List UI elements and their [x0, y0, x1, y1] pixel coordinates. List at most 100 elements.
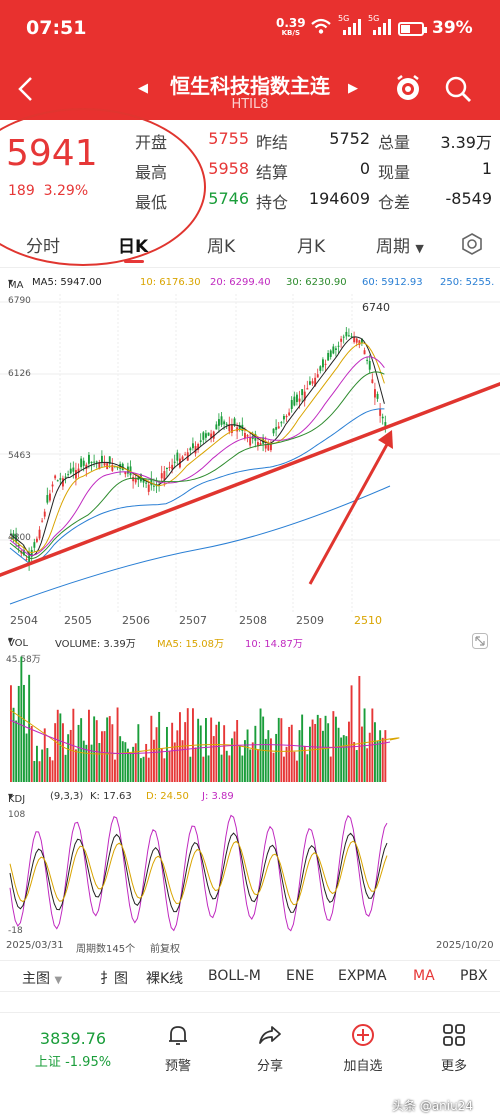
candle [376, 391, 379, 402]
volume-bar [340, 737, 343, 782]
prev-settle-value: 5752 [329, 129, 370, 148]
volume-bar [108, 716, 111, 782]
indicator-tab[interactable]: ENE [286, 968, 315, 984]
battery-icon [398, 22, 427, 36]
kdj-d-line [9, 840, 388, 906]
expand-icon[interactable] [472, 633, 488, 649]
candle [51, 481, 54, 493]
candle [210, 429, 213, 443]
candle [95, 460, 98, 469]
candle [220, 412, 223, 428]
ma60-value: 60: 5912.93 [362, 277, 423, 288]
indicator-tab[interactable]: EXPMA [338, 968, 387, 984]
volume-bar [88, 709, 90, 782]
status-time: 07:51 [26, 17, 87, 39]
volume-bar [322, 730, 324, 782]
volume-bar [82, 740, 85, 782]
candle [199, 433, 202, 447]
candle [194, 441, 197, 457]
month-label: 2506 [122, 614, 150, 627]
volume-bar [257, 750, 259, 782]
candle [88, 451, 90, 469]
net-speed: 0.39 KB/S [276, 16, 306, 37]
prev-symbol-icon[interactable]: ◀ [138, 81, 148, 96]
alert-button[interactable]: 预警 [138, 1023, 218, 1074]
volume-bar [93, 716, 96, 782]
volume-bar [345, 736, 348, 782]
indicator-tab[interactable]: 扌图 [100, 971, 128, 987]
volume-bar [238, 745, 241, 782]
volume-bar [124, 742, 127, 782]
share-button[interactable]: 分享 [230, 1023, 310, 1074]
month-label: 2505 [64, 614, 92, 627]
index-ticker[interactable]: 3839.76 上证 -1.95% [28, 1029, 118, 1070]
tab-monthly-k[interactable]: 月K [297, 237, 326, 257]
volume-bar [353, 742, 356, 782]
candle [98, 459, 101, 470]
volume-bar [142, 756, 145, 782]
candle [366, 356, 369, 365]
indicator-tab[interactable]: PBX [460, 968, 488, 984]
vol-ma5-value: MA5: 15.08万 [157, 639, 225, 650]
next-symbol-icon[interactable]: ▶ [348, 81, 358, 96]
indicator-tab[interactable]: BOLL-M [208, 968, 261, 984]
more-button[interactable]: 更多 [414, 1023, 494, 1074]
settings-icon[interactable] [460, 232, 484, 256]
indicator-tab[interactable]: 裸K线 [146, 971, 184, 987]
candle [168, 461, 171, 472]
candle [62, 475, 64, 490]
add-watchlist-button[interactable]: 加自选 [323, 1023, 403, 1074]
candle [381, 413, 384, 425]
tab-period-dropdown[interactable]: 周期 ▼ [376, 237, 424, 257]
alarm-icon[interactable] [392, 72, 424, 104]
candle [215, 421, 218, 430]
candle [176, 449, 179, 465]
add-watchlist-label: 加自选 [343, 1059, 383, 1074]
volume-bar [280, 718, 283, 782]
candle [160, 465, 163, 483]
price-axis-label: 6790 [8, 296, 31, 306]
kdj-selector[interactable]: KDJ ▾ [8, 791, 26, 805]
more-label: 更多 [440, 1059, 467, 1074]
volume-bar [246, 729, 249, 782]
volume-bar [171, 722, 174, 782]
candle [288, 408, 291, 417]
vol-selector[interactable]: VOL ▾ [8, 635, 29, 649]
volume-bar [197, 718, 200, 782]
kdj-d-value: D: 24.50 [146, 791, 189, 802]
candle [93, 454, 96, 468]
candle [319, 365, 322, 374]
volume-bar [38, 761, 41, 782]
candle [166, 467, 168, 477]
volume-bar [264, 738, 267, 782]
ma-selector[interactable]: MA ▾ [8, 277, 24, 291]
search-icon[interactable] [443, 74, 473, 104]
candlestick-chart[interactable] [0, 294, 500, 630]
indicator-tab-active[interactable]: MA [413, 968, 435, 984]
volume-bar [17, 685, 20, 782]
volume-bar [212, 736, 215, 782]
volume-bar [311, 719, 314, 782]
chevron-left-icon[interactable] [16, 76, 36, 102]
share-label: 分享 [256, 1059, 283, 1074]
candle [36, 536, 38, 544]
kdj-chart [9, 814, 388, 932]
volume-bar [114, 759, 116, 782]
candle [290, 396, 293, 413]
main-chart-selector[interactable]: 主图 ▼ [22, 971, 63, 987]
volume-bar [374, 722, 376, 782]
volume-bar [363, 708, 366, 782]
price-axis-label: 6126 [8, 369, 31, 379]
volume-bar [244, 740, 246, 782]
candle [280, 420, 283, 427]
tab-weekly-k[interactable]: 周K [207, 237, 236, 257]
candle [371, 373, 374, 384]
volume-bar [145, 743, 148, 782]
volume-bar [184, 722, 187, 782]
volume-bar [342, 735, 345, 782]
candle [111, 458, 114, 472]
volume-bar [20, 656, 23, 782]
volume-bar [241, 755, 244, 782]
volume-bar [298, 730, 301, 782]
candle [316, 368, 319, 378]
